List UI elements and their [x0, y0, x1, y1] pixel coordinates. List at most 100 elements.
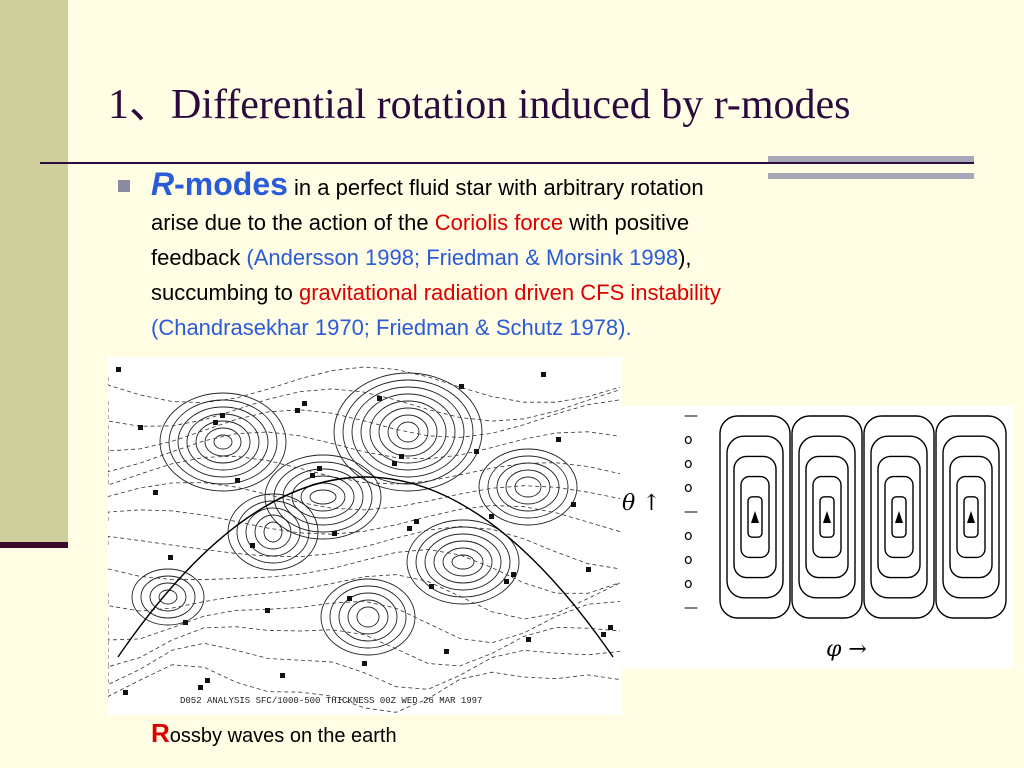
station-mark — [444, 649, 449, 654]
streamline — [726, 435, 784, 599]
pressure-contour — [158, 589, 178, 605]
bullet-line-5: (Chandrasekhar 1970; Friedman & Schutz 1… — [151, 310, 981, 345]
streamline — [935, 415, 1007, 619]
pressure-contour — [227, 493, 319, 571]
flow-marker: — — [684, 600, 698, 616]
station-mark — [571, 502, 576, 507]
pressure-contour — [338, 592, 398, 642]
pressure-contour — [333, 372, 483, 492]
thickness-contour — [108, 431, 621, 473]
station-mark — [295, 408, 300, 413]
caption-text: ossby waves on the earth — [169, 725, 397, 747]
keyword-rest: -modes — [174, 166, 288, 202]
streamline — [863, 415, 935, 619]
line2-prefix: arise due to the action of the — [151, 210, 435, 235]
pressure-contour — [342, 379, 474, 485]
pressure-contour — [415, 526, 511, 598]
pressure-contour — [487, 455, 569, 519]
streamline — [870, 435, 928, 599]
station-mark — [153, 490, 158, 495]
pressure-contour — [329, 585, 407, 649]
flow-marker: — — [684, 504, 698, 520]
flow-marker: o — [684, 432, 693, 448]
streamline — [719, 415, 791, 619]
flow-marker: o — [684, 480, 693, 496]
title-underline — [40, 162, 974, 164]
pressure-contour — [451, 554, 475, 570]
pressure-contour — [387, 414, 429, 450]
thickness-contour — [108, 600, 621, 644]
station-mark — [601, 632, 606, 637]
flow-arrow-icon — [967, 511, 975, 523]
pressure-contour — [478, 448, 578, 526]
pressure-contour — [406, 519, 520, 605]
pressure-contour — [140, 575, 196, 619]
station-mark — [332, 531, 337, 536]
streamline — [819, 496, 835, 538]
streamline — [963, 496, 979, 538]
keyword-r: R — [151, 166, 175, 202]
station-mark — [213, 420, 218, 425]
station-mark — [556, 437, 561, 442]
bullet-paragraph: R-modes in a perfect fluid star with arb… — [151, 167, 981, 345]
pressure-contour — [177, 406, 269, 478]
station-mark — [280, 673, 285, 678]
title-accent-bar-top — [768, 156, 974, 162]
thickness-contour — [108, 574, 621, 620]
thickness-contour — [108, 549, 621, 594]
station-mark — [116, 367, 121, 372]
streamline — [733, 455, 777, 579]
station-mark — [407, 526, 412, 531]
station-mark — [317, 466, 322, 471]
station-mark — [392, 461, 397, 466]
map-boundary — [117, 476, 614, 658]
station-mark — [265, 608, 270, 613]
streamline — [884, 475, 914, 559]
pressure-contour — [236, 500, 310, 564]
slide-title: 1、Differential rotation induced by r-mod… — [108, 82, 851, 128]
line3-prefix: feedback — [151, 245, 247, 270]
station-mark — [526, 637, 531, 642]
pressure-contour — [264, 454, 382, 540]
coriolis-force-text: Coriolis force — [434, 210, 564, 235]
station-mark — [474, 449, 479, 454]
flow-marker: o — [684, 552, 693, 568]
line2-suffix: with positive — [563, 210, 690, 235]
streamline — [956, 475, 986, 559]
streamline — [891, 496, 907, 538]
r-mode-flow-diagram: θ ↑ φ → — o o o — o o o — — [622, 406, 1014, 668]
pressure-contour — [514, 476, 542, 498]
flow-marker: o — [684, 456, 693, 472]
pressure-contour — [433, 540, 493, 584]
pressure-contour — [320, 578, 416, 656]
flow-arrow-icon — [895, 511, 903, 523]
pressure-contour — [396, 421, 420, 443]
bullet-line-4: succumbing to gravitational radiation dr… — [151, 275, 981, 310]
rossby-caption: Rossby waves on the earth — [151, 718, 397, 749]
station-mark — [362, 661, 367, 666]
phi-axis-label: φ → — [826, 637, 867, 662]
streamline — [747, 496, 763, 538]
thickness-contour — [108, 388, 621, 427]
pressure-contour — [369, 400, 447, 464]
thickness-contour — [108, 505, 621, 535]
station-mark — [235, 478, 240, 483]
station-mark — [183, 620, 188, 625]
pressure-contour — [300, 482, 346, 512]
flow-arrow-icon — [751, 511, 759, 523]
thickness-contour — [108, 455, 621, 486]
pressure-contour — [360, 393, 456, 471]
station-mark — [399, 454, 404, 459]
pressure-contour — [273, 461, 373, 533]
r-mode-vortex-cells: θ ↑ φ → —ooo—ooo— — [622, 408, 1007, 662]
title-accent-bar-bottom — [768, 173, 974, 179]
thickness-contour — [108, 525, 621, 570]
bullet-line-2: arise due to the action of the Coriolis … — [151, 205, 981, 240]
flow-marker: — — [684, 408, 698, 424]
caption-initial: R — [151, 718, 170, 748]
r-modes-keyword: R-modes — [151, 166, 288, 202]
thickness-contour — [108, 626, 621, 668]
thickness-contour — [108, 399, 621, 452]
station-mark — [123, 690, 128, 695]
station-mark — [586, 567, 591, 572]
